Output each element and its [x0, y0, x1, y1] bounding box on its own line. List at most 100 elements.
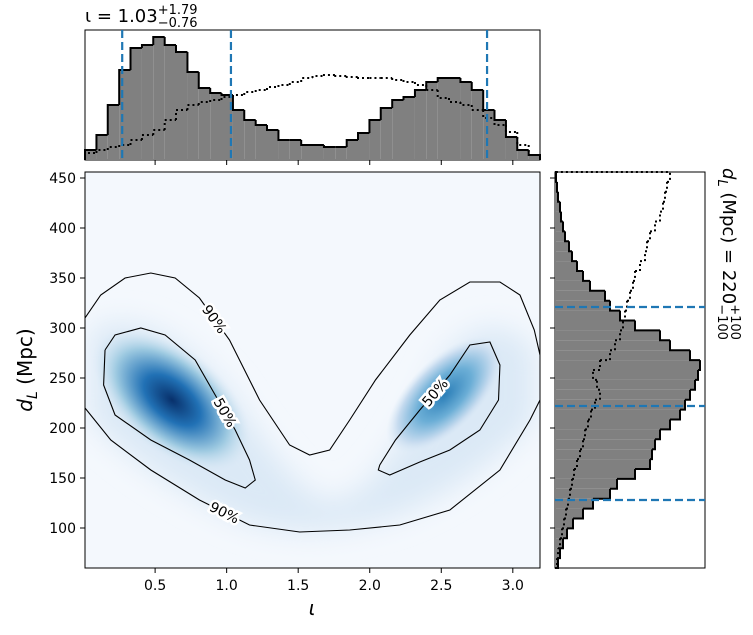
hist-outline	[197, 72, 211, 89]
hist-dotted	[655, 211, 661, 223]
hist-dotted	[95, 149, 108, 153]
hist-bar	[555, 330, 660, 341]
hist-dotted	[322, 74, 336, 76]
top-title: ι = 1.03+1.79 −0.76	[85, 3, 198, 31]
hist-outline	[583, 498, 594, 510]
hist-dotted	[254, 89, 267, 92]
hist-bar	[141, 45, 154, 160]
hist-bar	[335, 147, 347, 160]
hist-outline	[413, 89, 427, 97]
hist-bar	[232, 110, 245, 160]
hist-outline	[345, 139, 358, 147]
hist-dotted	[663, 191, 666, 203]
hist-dotted	[231, 94, 245, 97]
hist-bar	[437, 78, 449, 160]
hist-outline	[576, 261, 583, 272]
hist-dotted	[580, 439, 584, 451]
y-tick-label: 350	[49, 271, 76, 287]
hist-bar	[119, 70, 131, 160]
hist-bar	[414, 90, 427, 160]
hist-outline	[695, 370, 699, 381]
hist-dotted	[557, 548, 559, 560]
hist-outline	[660, 419, 671, 431]
hist-dotted	[243, 91, 256, 95]
hist-dotted	[595, 389, 601, 401]
hist-bar	[198, 88, 211, 160]
hist-dotted	[106, 146, 120, 150]
hist-outline	[698, 360, 701, 371]
hist-outline	[152, 36, 165, 45]
hist-dotted	[570, 478, 573, 490]
hist-outline	[669, 340, 690, 352]
hist-bar	[555, 191, 558, 202]
hist-bar	[449, 78, 461, 160]
side-title-var: d	[718, 168, 739, 180]
hist-dotted	[560, 528, 563, 540]
hist-bar	[107, 105, 120, 160]
x-tick-label: 3.0	[502, 578, 524, 594]
hist-dotted	[593, 360, 601, 371]
hist-bar	[244, 120, 256, 160]
y-tick-label: 400	[49, 221, 76, 237]
hist-outline	[571, 251, 577, 263]
hist-dotted	[311, 75, 324, 78]
hist-dotted	[577, 449, 581, 461]
hist-dotted	[413, 82, 427, 86]
hist-bar	[278, 140, 290, 160]
hist-dotted	[470, 105, 484, 111]
hist-outline	[118, 69, 131, 105]
hist-bar	[267, 130, 279, 160]
title-text: ι = 1.03	[85, 6, 158, 27]
x-tick-label: 2.0	[359, 578, 381, 594]
hist-dotted	[175, 109, 188, 120]
contour-line	[103, 327, 256, 489]
hist-outline	[670, 409, 681, 421]
hist-bar	[555, 310, 620, 321]
hist-bar	[176, 52, 188, 160]
hist-dotted	[266, 86, 279, 90]
hist-bar	[517, 150, 529, 160]
hist-dotted	[209, 99, 222, 102]
hist-bar	[380, 108, 393, 160]
hist-outline	[650, 449, 653, 461]
hist-bar	[555, 271, 583, 281]
hist-dotted	[288, 81, 302, 85]
y-tick-label: 150	[49, 471, 76, 487]
hist-outline	[322, 145, 336, 148]
hist-dotted	[493, 118, 506, 126]
hist-bar	[555, 449, 652, 460]
y-tick-label: 200	[49, 421, 76, 437]
hist-outline	[106, 104, 120, 135]
x-tick-label: 0.5	[144, 578, 166, 594]
hist-bar	[555, 419, 670, 430]
hist-dotted	[448, 98, 461, 103]
hist-dotted	[482, 110, 495, 119]
hist-outline	[300, 140, 313, 146]
hist-bar	[153, 37, 165, 160]
hist-dotted	[357, 77, 370, 79]
hist-bar	[555, 231, 565, 242]
hist-bar	[555, 370, 698, 380]
hist-dotted	[665, 181, 668, 193]
side-title-sup: +100	[727, 304, 742, 340]
hist-outline	[482, 90, 495, 111]
hist-dotted	[574, 459, 578, 470]
hist-bar	[187, 72, 199, 160]
hist-outline	[368, 119, 381, 133]
hist-outline	[560, 211, 563, 223]
hist-dotted	[555, 171, 671, 183]
hist-outline	[357, 132, 370, 140]
hist-dotted	[558, 538, 561, 550]
hist-bar	[555, 320, 635, 331]
hist-dotted	[300, 77, 313, 82]
hist-bar	[555, 409, 680, 420]
hist-bar	[426, 82, 438, 160]
hist-bar	[369, 120, 381, 160]
hist-dotted	[516, 132, 529, 146]
side-title-sub: −100	[714, 304, 729, 340]
hist-bar	[255, 125, 267, 160]
hist-outline	[593, 488, 611, 500]
hist-dotted	[436, 90, 449, 99]
hist-dotted	[623, 310, 626, 322]
